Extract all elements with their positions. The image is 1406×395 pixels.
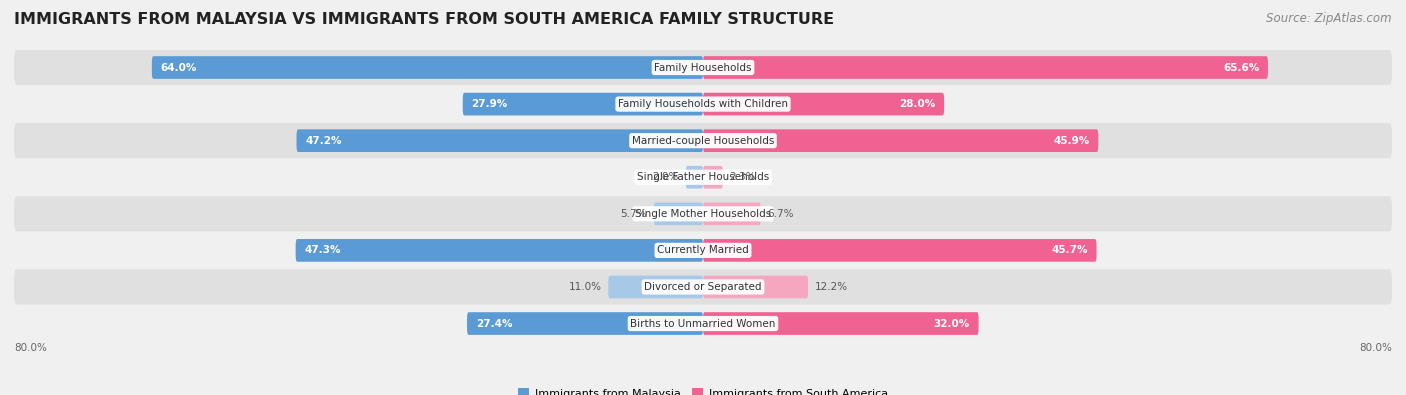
Text: 12.2%: 12.2% [815,282,848,292]
Text: Currently Married: Currently Married [657,245,749,256]
FancyBboxPatch shape [686,166,703,188]
Text: Source: ZipAtlas.com: Source: ZipAtlas.com [1267,12,1392,25]
Text: 45.9%: 45.9% [1053,135,1090,146]
FancyBboxPatch shape [703,93,945,115]
Text: Family Households: Family Households [654,62,752,73]
Text: 27.4%: 27.4% [475,318,512,329]
Text: 64.0%: 64.0% [160,62,197,73]
FancyBboxPatch shape [14,269,1392,305]
Text: 5.7%: 5.7% [620,209,647,219]
Text: 65.6%: 65.6% [1223,62,1260,73]
Text: 80.0%: 80.0% [14,342,46,353]
Text: 32.0%: 32.0% [934,318,970,329]
FancyBboxPatch shape [14,160,1392,195]
FancyBboxPatch shape [152,56,703,79]
Text: Married-couple Households: Married-couple Households [631,135,775,146]
FancyBboxPatch shape [467,312,703,335]
FancyBboxPatch shape [14,87,1392,122]
Text: 6.7%: 6.7% [768,209,794,219]
Text: Divorced or Separated: Divorced or Separated [644,282,762,292]
Text: 45.7%: 45.7% [1052,245,1088,256]
FancyBboxPatch shape [14,123,1392,158]
FancyBboxPatch shape [703,203,761,225]
Text: 11.0%: 11.0% [568,282,602,292]
FancyBboxPatch shape [703,56,1268,79]
Text: 28.0%: 28.0% [900,99,935,109]
Text: Births to Unmarried Women: Births to Unmarried Women [630,318,776,329]
FancyBboxPatch shape [703,312,979,335]
Text: 47.3%: 47.3% [304,245,340,256]
FancyBboxPatch shape [463,93,703,115]
Legend: Immigrants from Malaysia, Immigrants from South America: Immigrants from Malaysia, Immigrants fro… [513,384,893,395]
FancyBboxPatch shape [609,276,703,298]
FancyBboxPatch shape [703,166,723,188]
FancyBboxPatch shape [14,196,1392,231]
FancyBboxPatch shape [297,129,703,152]
FancyBboxPatch shape [14,233,1392,268]
Text: 47.2%: 47.2% [305,135,342,146]
Text: 80.0%: 80.0% [1360,342,1392,353]
Text: Single Father Households: Single Father Households [637,172,769,182]
Text: Family Households with Children: Family Households with Children [619,99,787,109]
FancyBboxPatch shape [703,129,1098,152]
Text: 2.3%: 2.3% [730,172,756,182]
Text: 2.0%: 2.0% [652,172,679,182]
FancyBboxPatch shape [654,203,703,225]
FancyBboxPatch shape [703,239,1097,262]
FancyBboxPatch shape [14,306,1392,341]
FancyBboxPatch shape [14,50,1392,85]
Text: 27.9%: 27.9% [471,99,508,109]
Text: IMMIGRANTS FROM MALAYSIA VS IMMIGRANTS FROM SOUTH AMERICA FAMILY STRUCTURE: IMMIGRANTS FROM MALAYSIA VS IMMIGRANTS F… [14,12,834,27]
FancyBboxPatch shape [295,239,703,262]
Text: Single Mother Households: Single Mother Households [636,209,770,219]
FancyBboxPatch shape [703,276,808,298]
